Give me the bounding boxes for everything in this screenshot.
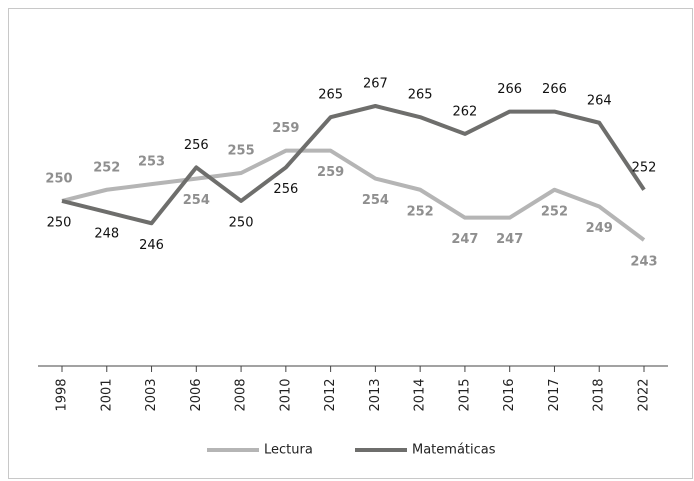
x-tick-label: 2001	[99, 378, 114, 411]
x-tick-label: 2016	[502, 378, 517, 411]
x-tick-label: 2012	[323, 378, 338, 411]
x-tick-label: 2006	[189, 378, 204, 411]
data-label: 248	[94, 227, 119, 242]
series-line	[61, 148, 646, 242]
data-label: 266	[542, 82, 567, 97]
data-label: 265	[318, 88, 343, 103]
data-label: 256	[273, 182, 298, 197]
data-label: 266	[497, 82, 522, 97]
data-label: 262	[453, 104, 478, 119]
series-line	[61, 104, 646, 226]
data-label: 250	[47, 215, 72, 230]
legend-label: Lectura	[264, 443, 313, 458]
x-tick-label: 2017	[547, 378, 562, 411]
data-label: 249	[586, 221, 613, 236]
data-label: 243	[630, 255, 657, 270]
x-tick-label: 2010	[278, 378, 293, 411]
data-label: 250	[45, 171, 72, 186]
x-tick-label: 2022	[637, 378, 652, 411]
legend-label: Matemáticas	[412, 443, 496, 458]
data-label: 252	[93, 160, 120, 175]
data-label: 259	[272, 121, 299, 136]
data-label: 259	[317, 165, 344, 180]
data-label: 247	[496, 232, 523, 247]
data-label: 255	[228, 144, 255, 159]
data-label: 252	[541, 204, 568, 219]
data-label: 247	[451, 232, 478, 247]
x-tick-label: 2003	[144, 378, 159, 411]
x-tick-label: 2013	[368, 378, 383, 411]
x-tick-label: 2015	[457, 378, 472, 411]
data-label: 252	[632, 160, 657, 175]
data-label: 252	[407, 204, 434, 219]
x-tick-label: 2018	[592, 378, 607, 411]
data-label: 253	[138, 155, 165, 170]
data-label: 267	[363, 77, 388, 92]
frame	[8, 8, 693, 479]
data-label: 250	[229, 215, 254, 230]
x-tick-label: 2014	[413, 378, 428, 411]
data-label: 256	[184, 138, 209, 153]
data-label: 265	[408, 88, 433, 103]
data-label: 254	[183, 193, 210, 208]
x-tick-label: 2008	[234, 378, 249, 411]
data-label: 254	[362, 193, 389, 208]
x-tick-label: 1998	[55, 378, 70, 411]
data-label: 264	[587, 93, 612, 108]
data-label: 246	[139, 238, 164, 253]
